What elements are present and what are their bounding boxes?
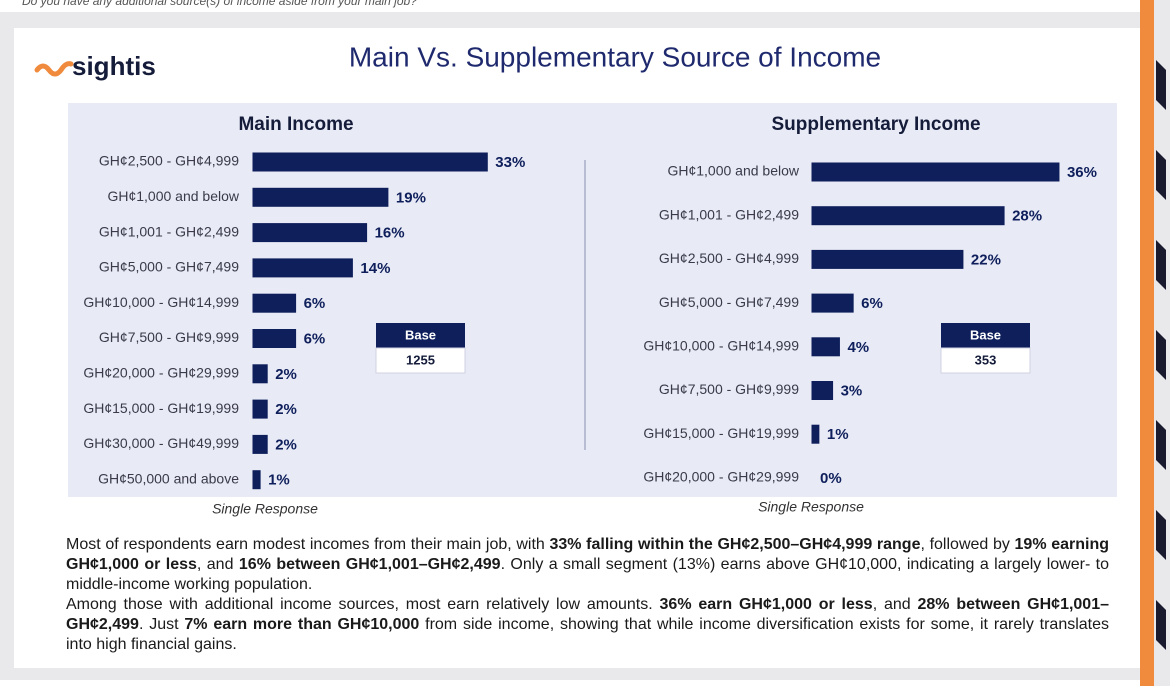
bar (252, 399, 268, 419)
text-run: from side income, showing that while inc… (66, 616, 1110, 653)
bar (252, 470, 261, 490)
category-label: GH¢2,500 - GH¢4,999 (99, 153, 239, 169)
category-label: GH¢50,000 and above (98, 470, 239, 486)
base-label: Base (970, 327, 1001, 342)
bold-run: 36% earn GH¢1,000 or less (659, 596, 873, 613)
slide-title: Main Vs. Supplementary Source of Income (349, 41, 881, 72)
value-label: 3% (841, 382, 863, 399)
category-label: GH¢1,000 and below (107, 188, 239, 204)
category-label: GH¢5,000 - GH¢7,499 (659, 294, 799, 310)
next-card (0, 680, 1150, 686)
base-header (941, 323, 1030, 348)
bar (252, 329, 297, 348)
bar (811, 424, 820, 444)
category-label: GH¢2,500 - GH¢4,999 (659, 250, 799, 266)
note: Single Response (212, 501, 318, 517)
category-label: GH¢30,000 - GH¢49,999 (83, 435, 239, 451)
text-run: . Just (138, 616, 185, 633)
chart-title: Supplementary Income (771, 114, 980, 135)
value-label: 6% (304, 330, 326, 347)
category-label: GH¢20,000 - GH¢29,999 (643, 469, 799, 485)
orange-strip (1140, 0, 1154, 686)
text-run: , and (872, 596, 918, 613)
value-label: 1% (268, 472, 290, 489)
bar (252, 152, 488, 172)
base-header (376, 323, 465, 348)
bold-run: 19% earning GH¢1,000 or less (66, 536, 1109, 573)
category-label: GH¢20,000 - GH¢29,999 (83, 365, 239, 381)
value-label: 2% (275, 366, 297, 383)
bar (252, 293, 297, 313)
category-label: GH¢1,001 - GH¢2,499 (99, 223, 239, 239)
bar (252, 434, 268, 454)
text-run: . Only a small segment (13%) earns above… (66, 556, 1110, 593)
bold-run: 28% between GH¢1,001–GH¢2,499 (66, 596, 1109, 633)
value-label: 22% (971, 251, 1001, 268)
bold-run: 7% earn more than GH¢10,000 (184, 616, 420, 633)
text-run: Among those with additional income sourc… (66, 596, 660, 613)
value-label: 6% (861, 295, 883, 312)
bold-run: 16% between GH¢1,001–GH¢2,499 (238, 556, 501, 573)
value-label: 16% (375, 225, 405, 242)
base-box (940, 347, 1031, 374)
value-label: 36% (1067, 164, 1097, 181)
category-label: GH¢7,500 - GH¢9,999 (99, 329, 239, 345)
base-value: 1255 (406, 352, 435, 367)
note: Single Response (758, 499, 864, 515)
bar (811, 293, 854, 313)
value-label: 33% (495, 154, 525, 171)
chart-title: Main Income (238, 114, 353, 135)
value-label: 28% (1012, 208, 1042, 225)
text-run: , and (196, 556, 239, 573)
category-label: GH¢15,000 - GH¢19,999 (643, 425, 799, 441)
category-label: GH¢7,500 - GH¢9,999 (659, 381, 799, 397)
edge-marks (1156, 60, 1166, 650)
summary-paragraph: Most of respondents earn modest incomes … (66, 535, 1109, 595)
question: Do you have any additional source(s) of … (22, 0, 417, 8)
value-label: 2% (275, 436, 297, 453)
value-label: 19% (396, 189, 426, 206)
bold-run: 33% falling within the GH¢2,500–GH¢4,999… (549, 536, 921, 553)
bar (811, 337, 840, 357)
value-label: 0% (820, 470, 842, 487)
base-value: 353 (975, 352, 997, 367)
value-label: 1% (827, 426, 849, 443)
value-label: 6% (304, 295, 326, 312)
bar (811, 249, 964, 269)
bar (252, 258, 353, 278)
category-label: GH¢5,000 - GH¢7,499 (99, 259, 239, 275)
base-label: Base (405, 327, 436, 342)
bar (252, 187, 389, 207)
bar (811, 162, 1060, 182)
category-label: GH¢10,000 - GH¢14,999 (643, 338, 799, 354)
category-label: GH¢10,000 - GH¢14,999 (83, 294, 239, 310)
bar (252, 223, 368, 243)
previous-card (0, 0, 1150, 12)
text-run: Most of respondents earn modest incomes … (66, 536, 550, 553)
logo-icon (34, 61, 74, 77)
text-run: , followed by (920, 536, 1015, 553)
logo-text: sightis (72, 51, 156, 81)
category-label: GH¢1,001 - GH¢2,499 (659, 206, 799, 222)
bar (811, 381, 834, 400)
bar (811, 206, 1005, 226)
summary: Most of respondents earn modest incomes … (66, 535, 1109, 655)
value-label: 4% (847, 339, 869, 356)
category-label: GH¢15,000 - GH¢19,999 (83, 400, 239, 416)
value-label: 2% (275, 401, 297, 418)
bar (252, 364, 268, 384)
category-label: GH¢1,000 and below (667, 163, 799, 179)
base-box (375, 347, 466, 374)
summary-paragraph: Among those with additional income sourc… (66, 595, 1109, 655)
value-label: 14% (360, 260, 390, 277)
